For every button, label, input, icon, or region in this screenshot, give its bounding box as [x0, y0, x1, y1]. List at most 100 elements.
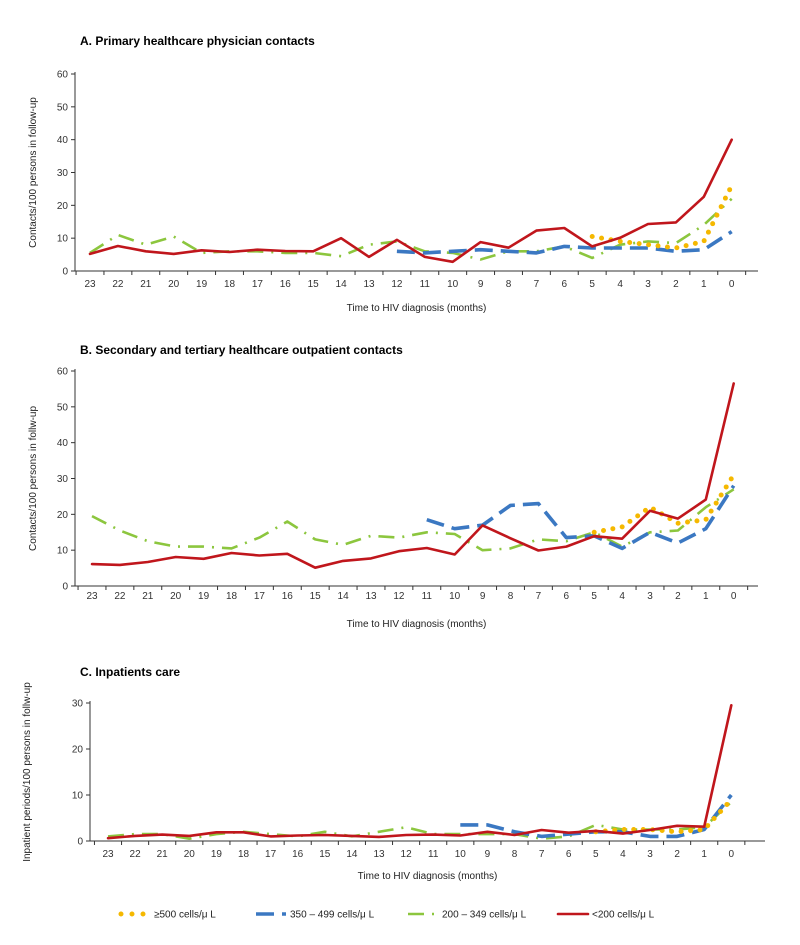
x-tick-label: 10 — [447, 279, 459, 290]
y-tick-label: 50 — [57, 402, 69, 413]
x-tick-label: 20 — [170, 591, 182, 602]
series-line-lt200 — [106, 704, 733, 840]
x-tick-label: 18 — [238, 849, 250, 860]
x-tick-label: 20 — [168, 279, 180, 290]
series-line-c200 — [107, 800, 733, 840]
x-tick-label: 8 — [506, 279, 512, 290]
x-tick-label: 7 — [539, 849, 545, 860]
series-line-c350 — [426, 484, 736, 551]
y-tick-label: 20 — [72, 745, 84, 756]
x-tick-label: 0 — [729, 849, 735, 860]
x-tick-label: 11 — [422, 591, 433, 602]
x-tick-label: 18 — [224, 279, 236, 290]
x-tick-label: 4 — [620, 849, 626, 860]
x-tick-label: 17 — [252, 279, 264, 290]
y-tick-label: 0 — [77, 837, 83, 848]
series-line-lt200 — [90, 382, 735, 569]
x-tick-label: 8 — [512, 849, 518, 860]
y-tick-label: 40 — [57, 438, 69, 449]
x-axis-label: Time to HIV diagnosis (months) — [347, 303, 487, 314]
x-tick-label: 21 — [157, 849, 169, 860]
x-tick-label: 13 — [373, 849, 385, 860]
y-tick-label: 0 — [62, 582, 68, 593]
x-tick-label: 17 — [254, 591, 266, 602]
panel-title: A. Primary healthcare physician contacts — [80, 34, 315, 48]
x-tick-label: 21 — [142, 591, 154, 602]
x-tick-label: 4 — [617, 279, 623, 290]
panel-b: B. Secondary and tertiary healthcare out… — [28, 343, 758, 630]
x-tick-label: 0 — [731, 591, 737, 602]
x-tick-label: 0 — [729, 279, 735, 290]
y-tick-label: 30 — [57, 474, 69, 485]
x-tick-label: 18 — [226, 591, 238, 602]
x-tick-label: 13 — [365, 591, 377, 602]
legend-item-c350: 350 – 499 cells/μ L — [256, 910, 375, 921]
x-tick-label: 12 — [401, 849, 413, 860]
x-tick-label: 9 — [480, 591, 486, 602]
x-tick-label: 23 — [86, 591, 98, 602]
series-line-c200 — [89, 197, 733, 261]
x-axis-label: Time to HIV diagnosis (months) — [347, 619, 487, 630]
x-tick-label: 16 — [292, 849, 304, 860]
x-tick-label: 1 — [703, 591, 709, 602]
x-tick-label: 11 — [420, 279, 431, 290]
series-line-lt200 — [88, 138, 733, 264]
panel-a: A. Primary healthcare physician contacts… — [28, 34, 758, 314]
x-tick-label: 1 — [701, 279, 707, 290]
x-tick-label: 2 — [673, 279, 679, 290]
x-tick-label: 7 — [536, 591, 542, 602]
series-line-c200 — [91, 488, 735, 552]
x-tick-label: 19 — [196, 279, 208, 290]
y-tick-label: 10 — [57, 234, 69, 245]
y-tick-label: 10 — [72, 791, 84, 802]
y-axis-label: Contacts/100 persons in follw-up — [28, 406, 39, 552]
x-tick-label: 14 — [336, 279, 348, 290]
x-tick-label: 22 — [112, 279, 124, 290]
x-tick-label: 1 — [701, 849, 707, 860]
x-tick-label: 22 — [130, 849, 142, 860]
legend: ≥500 cells/μ L 350 – 499 cells/μ L 200 – 3… — [118, 910, 655, 921]
legend-item-lt200: <200 cells/μ L — [556, 910, 655, 921]
series-line-ge500 — [591, 472, 737, 535]
y-tick-label: 50 — [57, 102, 69, 113]
x-tick-label: 6 — [566, 849, 572, 860]
x-tick-label: 16 — [282, 591, 294, 602]
y-tick-label: 60 — [57, 367, 69, 378]
y-tick-label: 60 — [57, 70, 69, 81]
legend-label-lt200: <200 cells/μ L — [592, 910, 655, 921]
x-tick-label: 4 — [619, 591, 625, 602]
x-tick-label: 2 — [675, 591, 681, 602]
x-tick-label: 14 — [346, 849, 358, 860]
x-tick-label: 15 — [310, 591, 322, 602]
y-tick-label: 0 — [62, 267, 68, 278]
x-tick-label: 3 — [647, 849, 653, 860]
y-tick-label: 20 — [57, 201, 69, 212]
x-tick-label: 21 — [140, 279, 152, 290]
x-tick-label: 23 — [84, 279, 96, 290]
x-tick-label: 6 — [562, 279, 568, 290]
x-tick-label: 7 — [534, 279, 540, 290]
panel-title: C. Inpatients care — [80, 665, 180, 679]
x-tick-label: 6 — [564, 591, 570, 602]
series-line-ge500 — [589, 183, 735, 251]
y-tick-label: 30 — [72, 699, 84, 710]
legend-item-c200: 200 – 349 cells/μ L — [408, 910, 527, 921]
y-axis-label: Inpatient periods/100 persons in follw-u… — [22, 682, 33, 862]
y-axis-label: Contacts/100 persons in follow-up — [28, 97, 39, 248]
x-tick-label: 15 — [308, 279, 320, 290]
x-tick-label: 3 — [645, 279, 651, 290]
x-tick-label: 10 — [449, 591, 461, 602]
x-tick-label: 5 — [591, 591, 597, 602]
x-tick-label: 14 — [338, 591, 350, 602]
legend-label-c200: 200 – 349 cells/μ L — [442, 910, 527, 921]
x-axis-label: Time to HIV diagnosis (months) — [358, 871, 498, 882]
legend-label-ge500: ≥500 cells/μ L — [154, 910, 216, 921]
series-line-ge500 — [593, 797, 734, 835]
panel-title: B. Secondary and tertiary healthcare out… — [80, 343, 403, 357]
x-tick-label: 17 — [265, 849, 277, 860]
y-tick-label: 20 — [57, 510, 69, 521]
x-tick-label: 9 — [485, 849, 491, 860]
x-tick-label: 10 — [455, 849, 467, 860]
x-tick-label: 12 — [393, 591, 405, 602]
x-tick-label: 22 — [114, 591, 126, 602]
